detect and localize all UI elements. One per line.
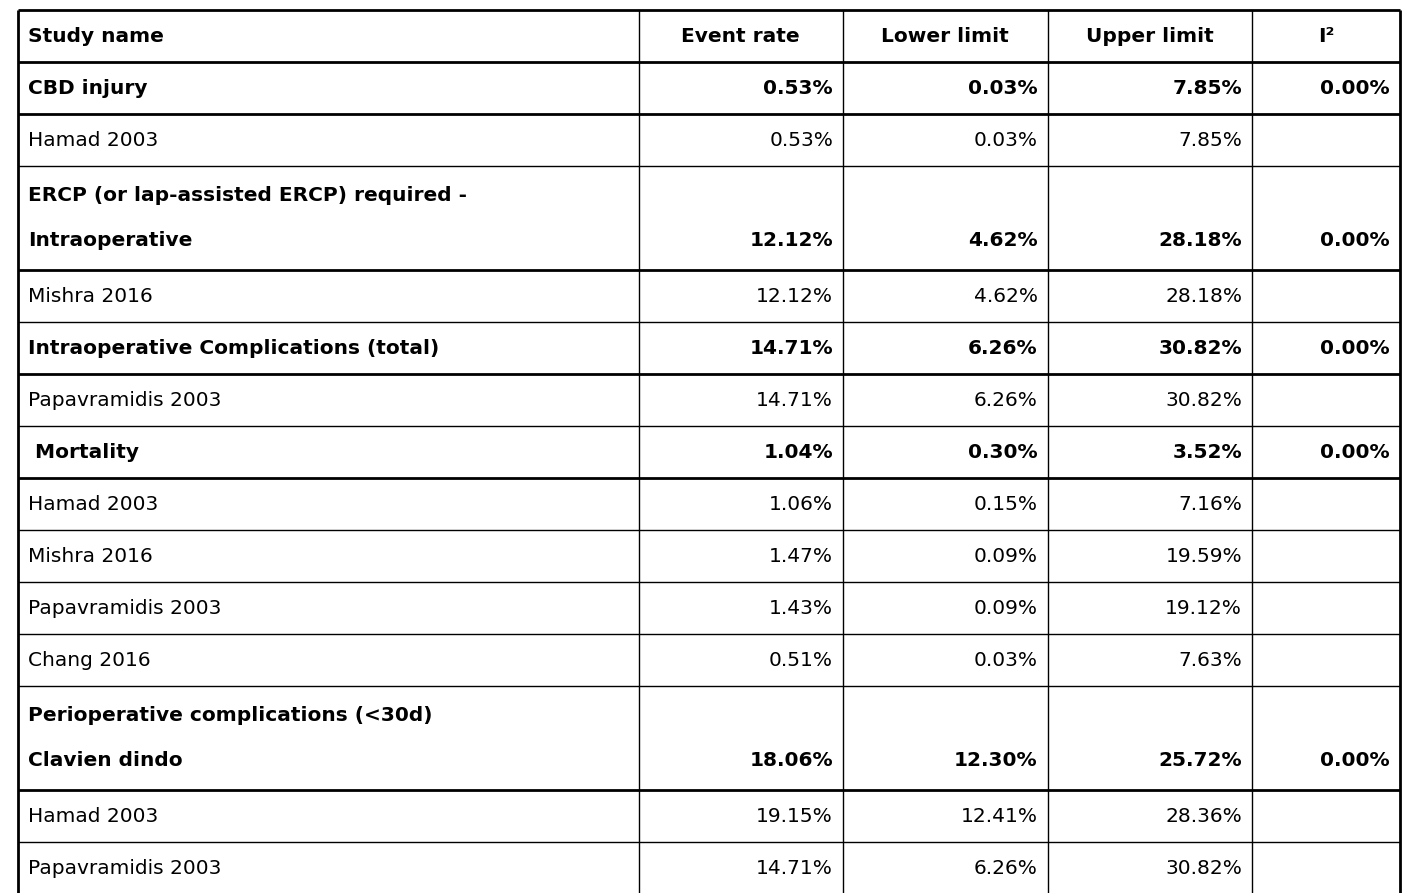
Text: 0.15%: 0.15% <box>974 495 1038 513</box>
Text: 6.26%: 6.26% <box>974 390 1038 410</box>
Text: 7.16%: 7.16% <box>1178 495 1242 513</box>
Text: 0.00%: 0.00% <box>1320 231 1390 250</box>
Text: ERCP (or lap-assisted ERCP) required -: ERCP (or lap-assisted ERCP) required - <box>28 186 467 204</box>
Text: 0.51%: 0.51% <box>769 650 832 670</box>
Text: Hamad 2003: Hamad 2003 <box>28 495 159 513</box>
Text: 18.06%: 18.06% <box>750 751 832 771</box>
Text: 12.12%: 12.12% <box>750 231 832 250</box>
Text: 12.41%: 12.41% <box>960 806 1038 825</box>
Text: CBD injury: CBD injury <box>28 79 147 97</box>
Text: 28.18%: 28.18% <box>1159 231 1242 250</box>
Text: 0.03%: 0.03% <box>974 130 1038 149</box>
Text: 19.12%: 19.12% <box>1166 598 1242 617</box>
Text: 1.47%: 1.47% <box>769 547 832 565</box>
Text: Hamad 2003: Hamad 2003 <box>28 806 159 825</box>
Text: 6.26%: 6.26% <box>974 858 1038 878</box>
Text: 0.30%: 0.30% <box>968 443 1038 462</box>
Text: 0.00%: 0.00% <box>1320 751 1390 771</box>
Text: 14.71%: 14.71% <box>756 390 832 410</box>
Text: Clavien dindo: Clavien dindo <box>28 751 183 771</box>
Text: I²: I² <box>1317 27 1334 46</box>
Text: Intraoperative Complications (total): Intraoperative Complications (total) <box>28 338 440 357</box>
Text: 0.09%: 0.09% <box>974 547 1038 565</box>
Text: Mortality: Mortality <box>28 443 139 462</box>
Text: 6.26%: 6.26% <box>968 338 1038 357</box>
Text: 30.82%: 30.82% <box>1166 390 1242 410</box>
Text: 0.09%: 0.09% <box>974 598 1038 617</box>
Text: Upper limit: Upper limit <box>1086 27 1214 46</box>
Text: Mishra 2016: Mishra 2016 <box>28 287 153 305</box>
Text: 0.03%: 0.03% <box>968 79 1038 97</box>
Text: 19.15%: 19.15% <box>756 806 832 825</box>
Text: Event rate: Event rate <box>682 27 800 46</box>
Text: 12.30%: 12.30% <box>954 751 1038 771</box>
Text: 7.63%: 7.63% <box>1178 650 1242 670</box>
Text: 3.52%: 3.52% <box>1173 443 1242 462</box>
Text: 28.36%: 28.36% <box>1166 806 1242 825</box>
Text: 28.18%: 28.18% <box>1166 287 1242 305</box>
Text: Study name: Study name <box>28 27 164 46</box>
Text: 0.53%: 0.53% <box>769 130 832 149</box>
Text: 30.82%: 30.82% <box>1166 858 1242 878</box>
Text: Papavramidis 2003: Papavramidis 2003 <box>28 598 221 617</box>
Text: 19.59%: 19.59% <box>1166 547 1242 565</box>
Text: 7.85%: 7.85% <box>1178 130 1242 149</box>
Text: 1.04%: 1.04% <box>763 443 832 462</box>
Text: 7.85%: 7.85% <box>1173 79 1242 97</box>
Text: 1.06%: 1.06% <box>769 495 832 513</box>
Text: 30.82%: 30.82% <box>1159 338 1242 357</box>
Text: 0.00%: 0.00% <box>1320 443 1390 462</box>
Text: 14.71%: 14.71% <box>756 858 832 878</box>
Text: 0.03%: 0.03% <box>974 650 1038 670</box>
Text: Perioperative complications (<30d): Perioperative complications (<30d) <box>28 705 432 724</box>
Text: Chang 2016: Chang 2016 <box>28 650 150 670</box>
Text: 1.43%: 1.43% <box>769 598 832 617</box>
Text: 0.00%: 0.00% <box>1320 79 1390 97</box>
Text: 4.62%: 4.62% <box>974 287 1038 305</box>
Text: Intraoperative: Intraoperative <box>28 231 193 250</box>
Text: Lower limit: Lower limit <box>882 27 1010 46</box>
Text: 0.00%: 0.00% <box>1320 338 1390 357</box>
Text: Mishra 2016: Mishra 2016 <box>28 547 153 565</box>
Text: 4.62%: 4.62% <box>968 231 1038 250</box>
Text: Papavramidis 2003: Papavramidis 2003 <box>28 390 221 410</box>
Text: 0.53%: 0.53% <box>763 79 832 97</box>
Text: 25.72%: 25.72% <box>1159 751 1242 771</box>
Text: Papavramidis 2003: Papavramidis 2003 <box>28 858 221 878</box>
Text: 12.12%: 12.12% <box>756 287 832 305</box>
Text: Hamad 2003: Hamad 2003 <box>28 130 159 149</box>
Text: 14.71%: 14.71% <box>750 338 832 357</box>
